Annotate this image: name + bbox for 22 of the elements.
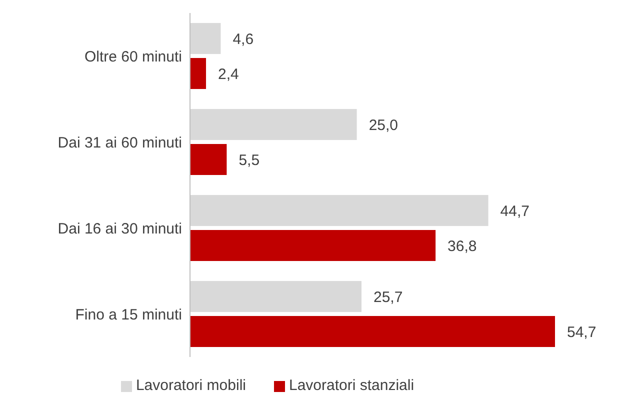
data-label: 4,6: [232, 30, 254, 48]
data-label: 2,4: [218, 66, 239, 83]
bar: [190, 58, 206, 89]
data-label: 36,8: [448, 238, 477, 255]
y-tick-label: Dai 16 ai 30 minuti: [58, 220, 182, 238]
y-tick-label: Fino a 15 minuti: [75, 306, 182, 324]
y-tick-label: Dai 31 ai 60 minuti: [58, 134, 182, 152]
bar: [190, 23, 221, 54]
bar: [190, 195, 488, 226]
data-label: 5,5: [238, 152, 260, 169]
data-label: 44,7: [500, 202, 530, 220]
data-label: 25,0: [368, 116, 398, 134]
bar: [190, 281, 362, 312]
legend-label: Lavoratori stanziali: [288, 377, 414, 394]
bar: [190, 316, 555, 347]
bar: [190, 230, 436, 261]
legend-label: Lavoratori mobili: [136, 377, 246, 394]
bar: [190, 109, 357, 140]
data-label: 25,7: [373, 288, 403, 306]
y-tick-label: Oltre 60 minuti: [84, 48, 182, 66]
bar: [190, 144, 227, 175]
data-label: 54,7: [567, 324, 596, 341]
